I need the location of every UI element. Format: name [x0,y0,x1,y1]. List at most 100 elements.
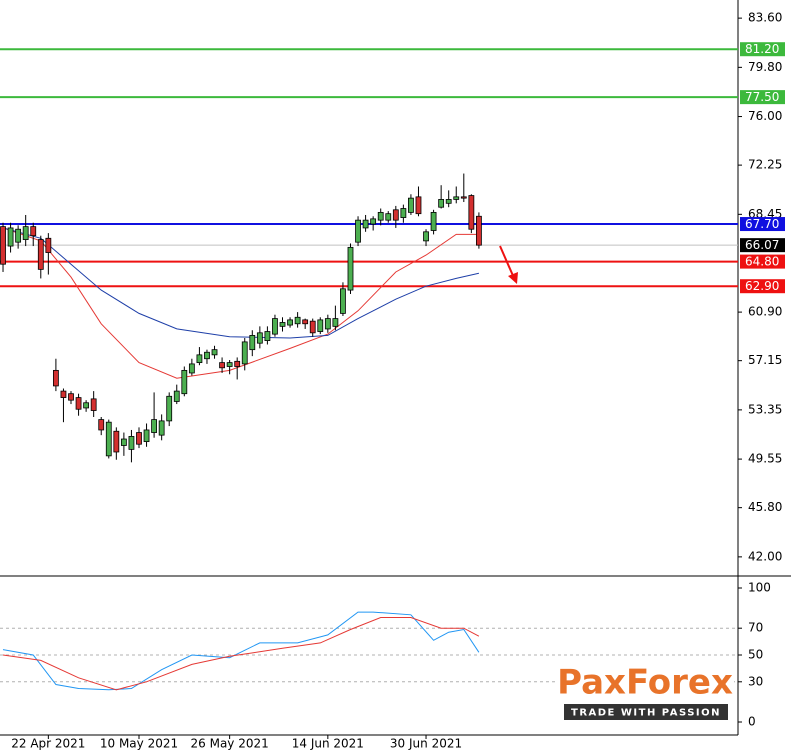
level-label-box [740,279,785,294]
candle-body [226,362,233,367]
level-label: 81.20 [745,42,779,56]
candle-body [377,211,384,221]
x-tick-label: 10 May 2021 [100,737,178,751]
candle-body [37,239,44,270]
candle-body [98,419,105,431]
candle-body [151,419,157,433]
candle-body [355,219,361,243]
last-price-box [740,238,785,253]
candle-body [362,219,369,229]
y-tick-label: 57.15 [748,353,782,367]
candle-body [120,438,127,446]
logo-tagline: TRADE WITH PASSION [571,708,721,719]
candle-body [317,319,324,332]
logo-name: PaxForex [557,663,733,703]
y-tick-label: 72.25 [748,158,782,172]
x-tick-label: 14 Jun 2021 [292,737,364,751]
candle-body [453,196,460,200]
candle-body [45,237,52,253]
candle-body [0,226,6,265]
candle-body [173,390,180,402]
y-tick-label: 70 [748,621,763,635]
candle-body [324,318,331,330]
candle-body [68,393,74,401]
x-tick-label: 30 Jun 2021 [390,737,462,751]
candle-body [347,246,354,291]
last-price-label: 66.07 [745,238,779,252]
candle-body [279,322,286,327]
candle-body [302,319,309,325]
candle-body [340,288,346,314]
y-tick-label: 60.90 [748,305,782,319]
candle-body [234,360,241,367]
level-label: 64.80 [745,255,779,269]
oscillator-line [2,617,480,691]
candle-body [188,363,195,374]
candle-body [7,227,14,247]
trend-arrow [499,245,515,279]
candle-body [468,195,475,230]
candle-body [370,218,377,225]
y-tick-label: 42.00 [748,549,782,563]
y-tick-label: 53.35 [748,402,782,416]
y-tick-label: 76.00 [748,109,782,123]
moving-average [2,227,479,379]
level-label: 62.90 [745,279,779,293]
y-tick-label: 49.55 [748,452,782,466]
candle-body [415,196,422,215]
candle-body [438,199,445,208]
candle-body [430,211,437,231]
level-label-box [740,90,785,105]
candle-body [476,215,482,246]
y-tick-label: 100 [748,580,771,594]
candle-body [60,390,67,398]
candle-body [272,318,278,335]
candle-body [204,351,210,360]
candle-body [309,320,316,334]
candle-body [83,402,90,409]
level-label-box [740,42,785,57]
candle-body [113,430,120,453]
y-tick-label: 30 [748,674,763,688]
candle-body [256,332,263,344]
candle-body [423,231,429,242]
candle-body [22,226,29,240]
candle-body [136,432,142,445]
x-tick-label: 22 Apr 2021 [11,737,85,751]
candle-body [196,354,203,364]
candle-body [158,420,165,436]
candle-body [287,319,293,326]
candle-body [460,196,467,199]
candle-body [408,197,414,213]
oscillator-line [2,611,480,691]
y-tick-label: 79.80 [748,60,782,74]
level-label: 77.50 [745,90,779,104]
candle-body [128,436,135,450]
level-label-box [740,217,785,232]
candle-body [75,397,82,410]
logo-tagline-box [564,704,728,720]
price-panel [0,48,738,463]
logo: PaxForex TRADE WITH PASSION [556,656,734,722]
candle-body [219,362,225,369]
y-tick-label: 0 [748,715,756,729]
candle-body [249,335,256,351]
y-tick-label: 50 [748,647,763,661]
candle-body [52,369,59,387]
candle-body [30,226,37,237]
candle-body [332,318,339,327]
candle-body [15,228,22,243]
candle-body [445,199,452,204]
level-label-box [740,254,785,269]
candle-body [181,369,188,395]
y-tick-label: 83.60 [748,11,782,25]
candle-body [90,398,97,411]
candle-body [294,316,301,325]
candle-body [211,349,218,356]
x-tick-label: 26 May 2021 [191,737,269,751]
trend-arrow-head [508,272,518,284]
candle-body [166,395,173,422]
candle-body [392,209,399,221]
